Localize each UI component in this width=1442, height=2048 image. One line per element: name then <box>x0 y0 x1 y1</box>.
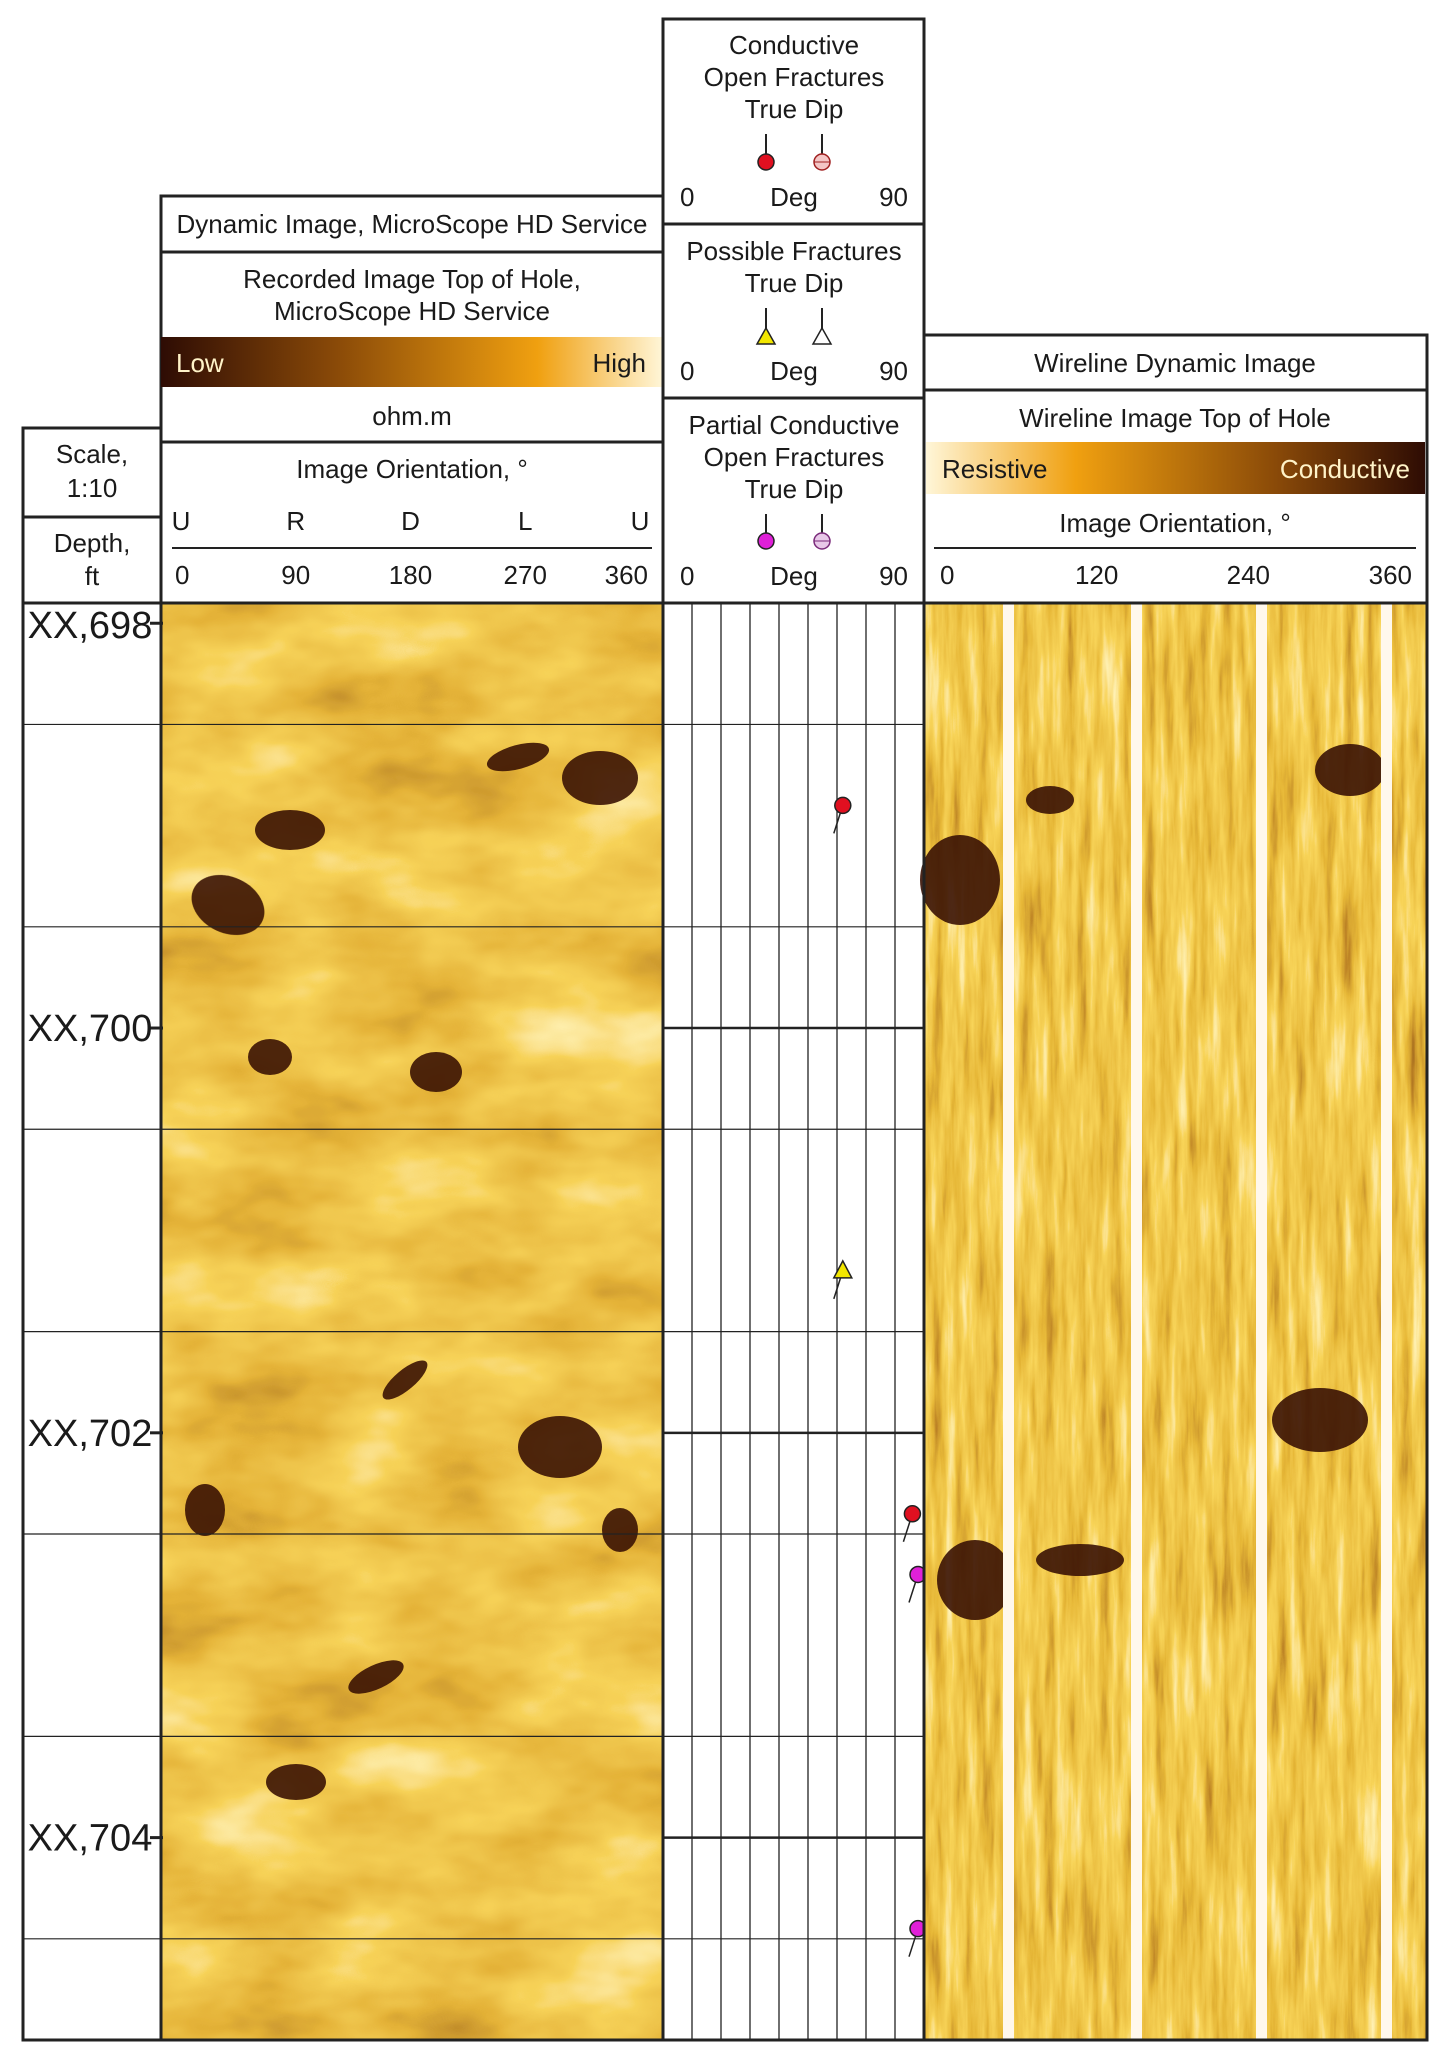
scale-resistive-label: Resistive <box>942 454 1047 484</box>
possible-fracture-marker <box>832 1259 854 1279</box>
depth-label: XX,702 <box>28 1413 153 1455</box>
track1-subtitle-line2: MicroScope HD Service <box>274 296 550 326</box>
pad-gaps <box>1003 603 1392 2040</box>
track1-tick-labels: 0 90 180 270 360 <box>175 560 648 590</box>
wireline-image <box>920 603 1427 2040</box>
depth-label-line2: ft <box>85 561 100 591</box>
possible-marker-icon <box>755 326 777 345</box>
depth-gridlines <box>23 621 924 1940</box>
track1-subtitle-line1: Recorded Image Top of Hole, <box>243 264 581 294</box>
possible-line2: True Dip <box>745 268 844 298</box>
depth-labels: XX,698 XX,700 XX,702 XX,704 <box>28 605 153 1860</box>
microscope-image <box>161 603 663 2040</box>
track1-header: Dynamic Image, MicroScope HD Service Rec… <box>159 194 665 605</box>
conductive-marker-icon <box>757 153 775 171</box>
compass-label: U <box>172 506 191 536</box>
track3-tick-label: 360 <box>1369 560 1412 590</box>
track-borders <box>159 601 1429 2042</box>
partial-marker-icon <box>757 532 775 550</box>
partial-unit: Deg <box>770 561 818 591</box>
track3-title: Wireline Dynamic Image <box>1034 348 1316 378</box>
possible-min: 0 <box>680 356 694 386</box>
compass-label: U <box>631 506 650 536</box>
track3-tick-label: 0 <box>940 560 954 590</box>
depth-label-line1: Depth, <box>54 528 131 558</box>
resistive-conductive-color-scale <box>926 442 1425 494</box>
depth-label: XX,698 <box>28 605 153 647</box>
conductive-line1: Conductive <box>729 30 859 60</box>
depth-label: XX,704 <box>28 1818 153 1860</box>
conductive-max: 90 <box>879 182 908 212</box>
scale-high-label: High <box>593 348 646 378</box>
track3-tick-labels: 0 120 240 360 <box>940 560 1412 590</box>
scale-label-line2: 1:10 <box>67 473 118 503</box>
depth-track <box>21 601 163 2042</box>
track2-header: Conductive Open Fractures True Dip 0 Deg… <box>661 17 926 605</box>
conductive-fracture-marker <box>834 796 852 815</box>
track1-tick-label: 180 <box>389 560 432 590</box>
track1-tick-label: 90 <box>281 560 310 590</box>
possible-alt-marker-icon <box>811 326 833 345</box>
partial-line1: Partial Conductive <box>689 410 900 440</box>
conductive-line3: True Dip <box>745 94 844 124</box>
compass-label: D <box>401 506 420 536</box>
possible-unit: Deg <box>770 356 818 386</box>
conductive-unit: Deg <box>770 182 818 212</box>
unit-label: ohm.m <box>372 401 451 431</box>
track3-tick-label: 240 <box>1227 560 1270 590</box>
track1-title: Dynamic Image, MicroScope HD Service <box>176 209 647 239</box>
compass-label: R <box>286 506 305 536</box>
conductive-legend-icons <box>757 134 831 171</box>
track3-header: Wireline Dynamic Image Wireline Image To… <box>922 333 1429 605</box>
possible-max: 90 <box>879 356 908 386</box>
scale-box: Scale, 1:10 <box>21 426 163 519</box>
depth-label: XX,700 <box>28 1008 153 1050</box>
scale-label-line1: Scale, <box>56 439 128 469</box>
conductive-fracture-marker <box>903 1505 922 1523</box>
partial-min: 0 <box>680 561 694 591</box>
track1-tick-label: 270 <box>504 560 547 590</box>
possible-legend-icons <box>755 308 833 345</box>
track3-orientation-label: Image Orientation, ° <box>1059 508 1291 538</box>
track1-orientation-label: Image Orientation, ° <box>296 454 528 484</box>
compass-label: L <box>518 506 532 536</box>
track1-tick-label: 0 <box>175 560 189 590</box>
depth-header-box: Depth, ft <box>21 515 163 605</box>
track1-tick-label: 360 <box>605 560 648 590</box>
partial-line2: Open Fractures <box>704 442 885 472</box>
scale-low-label: Low <box>176 348 224 378</box>
possible-line1: Possible Fractures <box>686 236 901 266</box>
partial-line3: True Dip <box>745 474 844 504</box>
conductive-min: 0 <box>680 182 694 212</box>
dip-track <box>663 603 927 2040</box>
track3-tick-label: 120 <box>1075 560 1118 590</box>
low-high-color-scale <box>161 337 663 387</box>
partial-max: 90 <box>879 561 908 591</box>
dip-gridlines <box>691 603 896 2040</box>
track3-subtitle: Wireline Image Top of Hole <box>1019 403 1331 433</box>
scale-conductive-label: Conductive <box>1280 454 1410 484</box>
dip-markers <box>832 796 927 1957</box>
partial-legend-icons <box>757 514 831 550</box>
conductive-line2: Open Fractures <box>704 62 885 92</box>
